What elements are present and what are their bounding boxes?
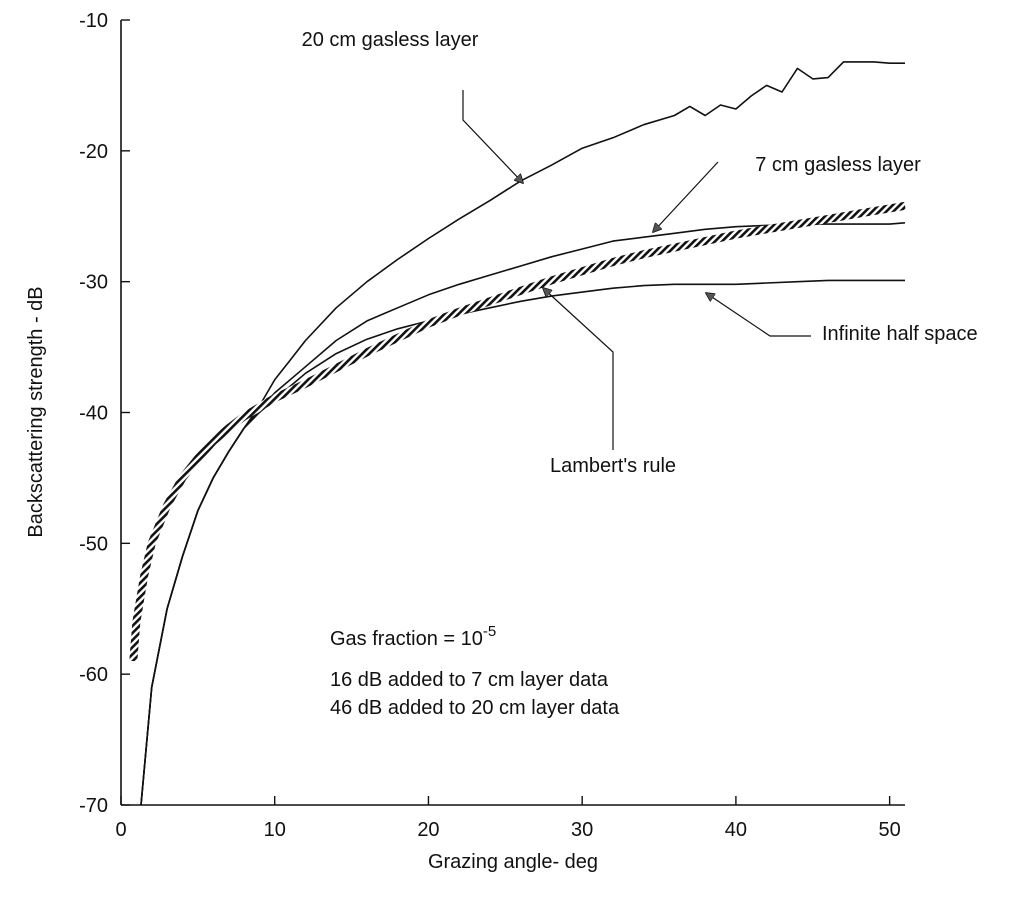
y-tick-label: -30 [79,272,108,294]
y-tick-label: -70 [79,795,108,817]
x-tick-label: 20 [417,819,439,841]
x-tick-label: 30 [571,819,593,841]
note-gas-fraction-exponent: -5 [483,623,496,640]
series-line-infinite-half-space [140,279,905,806]
label-20cm-gasless-layer: 20 cm gasless layer [302,29,479,51]
x-axis-title: Grazing angle- deg [428,851,598,873]
y-tick-label: -40 [79,403,108,425]
note-20cm-added: 46 dB added to 20 cm layer data [330,697,620,719]
y-tick-label: -50 [79,533,108,555]
y-tick-label: -20 [79,141,108,163]
label-7cm-gasless-layer: 7 cm gasless layer [755,154,921,176]
arrow-7cm-gasless-layer [653,161,719,232]
y-axis-title: Backscattering strength - dB [25,286,47,537]
series-line-lambert-s-rule [129,201,906,662]
arrow-lamberts-rule [543,288,614,450]
series-layer [129,61,906,806]
note-7cm-added: 16 dB added to 7 cm layer data [330,669,609,691]
y-tick-label: -10 [79,10,108,32]
label-infinite-half-space: Infinite half space [822,323,978,345]
x-tick-label: 10 [264,819,286,841]
y-tick-label: -60 [79,664,108,686]
arrow-20cm-gasless-layer [462,90,523,183]
note-gas-fraction: Gas fraction = 10-5 [330,623,496,650]
axis-ticks: 0 10 20 30 40 50 -10 -20 -30 -40 -50 -60 -70 [79,10,901,841]
x-tick-label: 0 [115,819,126,841]
note-gas-fraction-text: Gas fraction = 10 [330,628,483,650]
x-tick-label: 40 [725,819,747,841]
x-tick-label: 50 [879,819,901,841]
arrow-infinite-half-space [706,293,811,337]
label-lamberts-rule: Lambert's rule [550,455,676,477]
